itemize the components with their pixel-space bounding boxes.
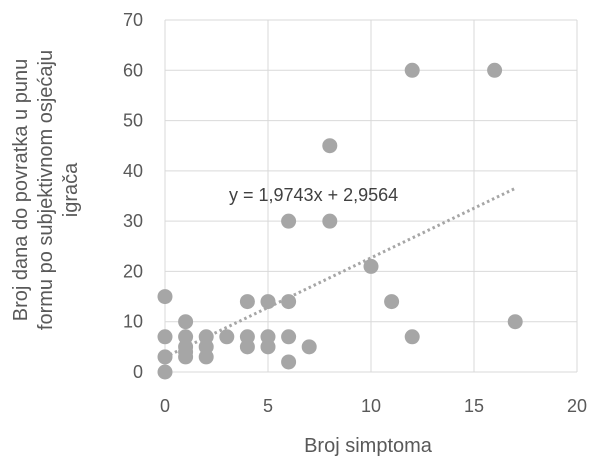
x-tick-label-0: 0	[160, 396, 170, 416]
y-tick-label-3: 30	[123, 211, 143, 231]
data-point-12	[219, 329, 235, 345]
y-tick-label-4: 40	[123, 161, 143, 181]
plot-area	[157, 19, 578, 380]
data-point-27	[384, 294, 400, 310]
data-point-7	[178, 329, 194, 345]
x-tick-label-4: 20	[567, 396, 587, 416]
trendline	[164, 187, 516, 359]
data-point-17	[260, 329, 276, 345]
data-point-15	[239, 294, 255, 310]
y-tick-label-7: 70	[123, 10, 143, 30]
y-tick-label-0: 0	[133, 362, 143, 382]
data-point-0	[157, 364, 173, 380]
y-tick-labels: 0 10 20 30 40 50 60 70	[123, 10, 143, 382]
y-axis-title-line-1: Broj dana do povratka u punu	[10, 59, 32, 321]
data-point-24	[322, 213, 338, 229]
data-point-30	[487, 62, 503, 78]
data-point-20	[281, 329, 297, 345]
data-point-28	[404, 329, 420, 345]
y-axis-title: Broj dana do povratka u punu formu po su…	[10, 50, 82, 330]
data-point-1	[157, 349, 173, 365]
data-point-31	[507, 314, 523, 330]
data-point-29	[404, 62, 420, 78]
data-point-2	[157, 329, 173, 345]
trendline-group	[164, 187, 516, 359]
x-tick-labels: 0 5 10 15 20	[160, 396, 587, 416]
trendline-equation: y = 1,9743x + 2,9564	[229, 185, 398, 205]
x-axis-title: Broj simptoma	[304, 435, 433, 457]
y-tick-label-1: 10	[123, 312, 143, 332]
data-points	[157, 62, 523, 380]
data-point-3	[157, 289, 173, 305]
y-axis-title-line-2: formu po subjektivnom osjećaju	[35, 50, 57, 330]
y-tick-label-2: 20	[123, 261, 143, 281]
data-point-26	[363, 258, 379, 274]
data-point-8	[178, 314, 194, 330]
data-point-22	[281, 213, 297, 229]
x-tick-label-3: 15	[464, 396, 484, 416]
data-point-11	[198, 329, 214, 345]
data-point-21	[281, 294, 297, 310]
data-point-18	[260, 294, 276, 310]
data-point-19	[281, 354, 297, 370]
y-tick-label-6: 60	[123, 60, 143, 80]
y-axis-title-line-3: igrača	[60, 162, 82, 217]
data-point-14	[239, 329, 255, 345]
data-point-23	[301, 339, 317, 355]
x-tick-label-1: 5	[263, 396, 273, 416]
y-tick-label-5: 50	[123, 111, 143, 131]
data-point-25	[322, 138, 338, 154]
x-tick-label-2: 10	[361, 396, 381, 416]
